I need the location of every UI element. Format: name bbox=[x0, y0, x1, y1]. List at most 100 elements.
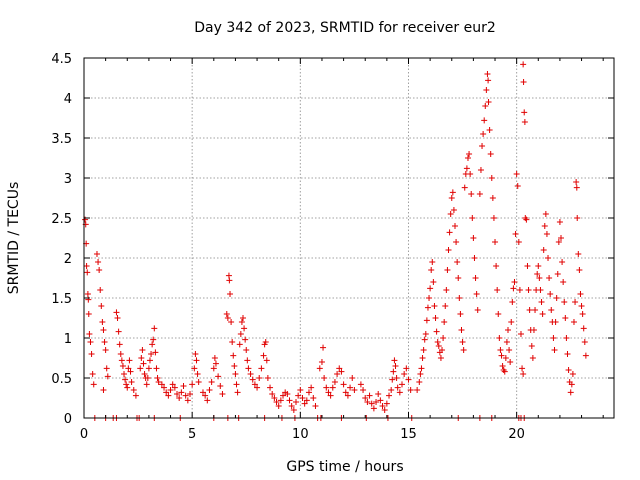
data-point bbox=[360, 387, 367, 393]
data-point bbox=[161, 384, 168, 391]
data-point bbox=[206, 387, 213, 393]
data-point bbox=[199, 389, 206, 396]
data-point bbox=[123, 381, 130, 388]
data-point bbox=[117, 351, 124, 357]
data-point bbox=[538, 299, 545, 305]
data-point bbox=[89, 371, 96, 377]
data-point bbox=[244, 357, 251, 364]
data-point bbox=[233, 381, 240, 388]
data-point bbox=[93, 251, 100, 257]
data-point bbox=[485, 99, 492, 105]
data-point bbox=[154, 375, 161, 381]
data-points bbox=[82, 61, 589, 421]
data-point bbox=[505, 327, 511, 333]
data-point bbox=[391, 357, 398, 364]
data-point bbox=[336, 365, 343, 372]
data-point bbox=[370, 405, 377, 412]
data-point bbox=[295, 392, 302, 399]
data-point bbox=[364, 399, 371, 405]
data-point bbox=[529, 355, 536, 361]
y-tick-label: 1.5 bbox=[51, 292, 72, 307]
data-point bbox=[394, 384, 401, 391]
data-point bbox=[192, 351, 199, 357]
data-point bbox=[212, 360, 219, 367]
data-point bbox=[381, 407, 388, 413]
data-point bbox=[148, 351, 155, 357]
data-point bbox=[419, 355, 426, 361]
data-point bbox=[231, 363, 238, 369]
data-point bbox=[263, 357, 270, 364]
data-point bbox=[479, 143, 486, 149]
data-point bbox=[243, 347, 250, 353]
x-axis-label: GPS time / hours bbox=[286, 459, 403, 475]
x-axis-ticks: 0 5 10 15 20 bbox=[80, 58, 604, 442]
data-point bbox=[277, 397, 284, 404]
data-point bbox=[467, 171, 474, 177]
data-point bbox=[580, 325, 587, 332]
data-point bbox=[122, 376, 129, 383]
data-point bbox=[454, 259, 461, 265]
data-point bbox=[559, 259, 566, 265]
data-point bbox=[446, 229, 453, 236]
data-point bbox=[351, 387, 358, 393]
data-point bbox=[528, 343, 535, 349]
data-point bbox=[217, 383, 224, 389]
data-point bbox=[548, 307, 555, 313]
data-point bbox=[545, 255, 552, 261]
data-point bbox=[113, 309, 120, 316]
data-point bbox=[189, 381, 196, 388]
data-point bbox=[517, 331, 524, 337]
data-point bbox=[327, 392, 334, 399]
data-point bbox=[581, 339, 588, 345]
data-point bbox=[551, 347, 558, 353]
data-point bbox=[98, 303, 105, 309]
data-point bbox=[484, 71, 491, 77]
data-point bbox=[121, 371, 128, 377]
data-point bbox=[115, 328, 122, 335]
data-point bbox=[224, 315, 231, 321]
data-point bbox=[316, 365, 323, 372]
data-point bbox=[474, 307, 481, 313]
data-point bbox=[211, 355, 218, 361]
data-point bbox=[167, 387, 174, 393]
data-point bbox=[433, 328, 440, 335]
data-point bbox=[288, 403, 295, 409]
data-point bbox=[84, 269, 91, 276]
data-point bbox=[101, 339, 108, 345]
data-point bbox=[171, 384, 178, 391]
data-point bbox=[85, 311, 92, 317]
data-point bbox=[271, 395, 278, 401]
data-point bbox=[251, 381, 258, 388]
data-point bbox=[407, 387, 414, 393]
data-point bbox=[273, 399, 280, 405]
data-point bbox=[357, 381, 364, 388]
data-point bbox=[437, 355, 444, 361]
data-point bbox=[435, 343, 442, 349]
data-point bbox=[226, 277, 233, 284]
data-point bbox=[373, 399, 380, 405]
data-point bbox=[526, 307, 533, 313]
data-point bbox=[468, 191, 475, 197]
data-point bbox=[440, 335, 447, 341]
data-point bbox=[464, 155, 471, 161]
data-point bbox=[144, 375, 151, 381]
y-axis-label: SRMTID / TECUs bbox=[6, 182, 22, 295]
data-point bbox=[565, 367, 572, 373]
data-point bbox=[284, 391, 291, 397]
data-point bbox=[418, 365, 425, 372]
data-point bbox=[521, 119, 528, 125]
data-point bbox=[310, 395, 317, 401]
data-point bbox=[97, 287, 104, 293]
data-point bbox=[145, 365, 152, 372]
data-point bbox=[262, 339, 269, 345]
data-point bbox=[563, 335, 570, 341]
data-point bbox=[230, 352, 237, 359]
data-point bbox=[152, 349, 159, 356]
data-point bbox=[125, 365, 132, 372]
data-point bbox=[473, 291, 480, 297]
data-point bbox=[100, 327, 107, 333]
y-tick-label: 2 bbox=[64, 252, 72, 267]
data-point bbox=[461, 184, 468, 191]
data-point bbox=[223, 311, 230, 317]
data-point bbox=[502, 355, 509, 361]
